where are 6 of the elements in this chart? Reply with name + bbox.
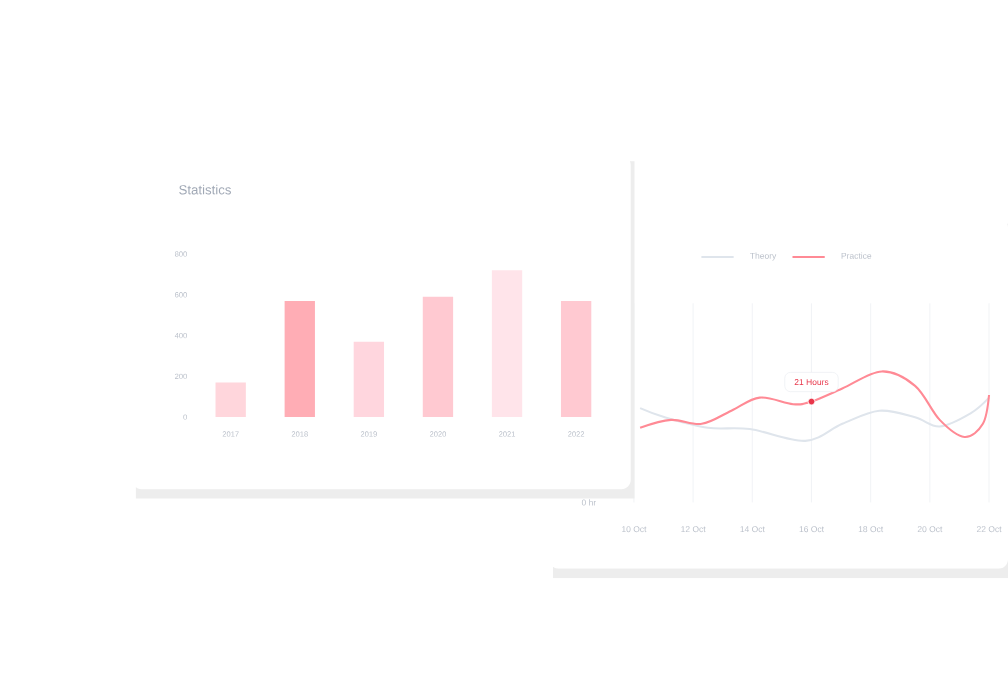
bar xyxy=(284,300,315,418)
bar xyxy=(560,300,592,418)
bar xyxy=(353,341,385,418)
bar xyxy=(215,382,246,418)
bar xyxy=(422,296,454,418)
bar xyxy=(491,270,523,418)
